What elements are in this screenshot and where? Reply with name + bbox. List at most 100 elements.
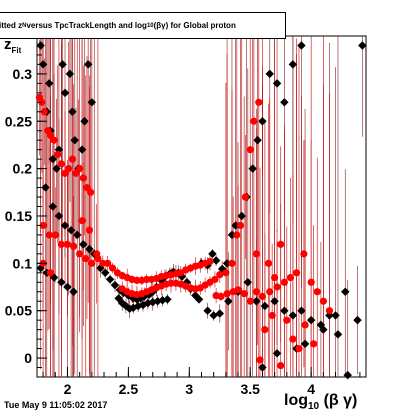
data-point-red xyxy=(79,174,87,182)
data-point-black xyxy=(341,287,350,296)
data-point-black xyxy=(280,306,289,315)
data-point-red xyxy=(57,240,65,248)
data-point-black xyxy=(54,211,64,221)
data-point-black xyxy=(65,69,75,79)
data-point-red xyxy=(236,221,245,230)
data-point-red xyxy=(264,259,273,267)
data-point-red xyxy=(87,188,95,196)
plot-frame xyxy=(36,35,367,378)
y-tick-label: 0.1 xyxy=(13,255,33,271)
data-point-black xyxy=(331,311,340,320)
data-point-red xyxy=(104,259,112,267)
data-point-red xyxy=(240,290,248,298)
data-point-red xyxy=(268,311,276,320)
title-prefix: itted z xyxy=(0,21,23,30)
data-point-black xyxy=(44,79,54,88)
data-point-red xyxy=(295,344,303,353)
data-point-black xyxy=(353,315,362,325)
data-point-red xyxy=(78,217,86,225)
title-mid: versus TpcTrackLength and log xyxy=(26,21,147,30)
timestamp: Tue May 9 11:05:02 2017 xyxy=(4,400,108,410)
data-point-black xyxy=(80,117,89,126)
data-point-red xyxy=(250,117,258,125)
data-point-black xyxy=(333,330,343,339)
data-point-red xyxy=(222,269,230,277)
data-point-red xyxy=(246,297,254,305)
data-point-red xyxy=(301,321,309,329)
title-sub: N xyxy=(22,22,27,29)
data-point-red xyxy=(266,288,274,296)
data-point-red xyxy=(216,271,224,279)
data-point-red xyxy=(319,297,327,305)
data-point-red xyxy=(277,362,285,370)
data-point-black xyxy=(272,79,282,88)
data-point-red xyxy=(280,278,288,286)
data-point-black xyxy=(243,278,253,287)
x-tick-label: 4 xyxy=(307,381,315,397)
data-point-black xyxy=(77,145,87,154)
data-point-red xyxy=(300,250,308,258)
data-point-black xyxy=(265,69,274,79)
data-point-black xyxy=(288,311,298,320)
data-point-red xyxy=(65,165,73,173)
data-point-red xyxy=(69,242,78,250)
data-point-black xyxy=(258,363,267,372)
x-tick-label: 3 xyxy=(185,381,193,397)
data-point-red xyxy=(88,259,96,267)
data-point-black xyxy=(253,135,262,145)
data-point-black xyxy=(66,225,76,235)
data-point-red xyxy=(313,288,321,296)
data-point-red xyxy=(45,231,53,239)
data-point-red xyxy=(289,335,297,343)
data-point-red xyxy=(228,259,236,267)
data-point-black xyxy=(358,41,367,50)
x-tick-label: 3.5 xyxy=(241,381,261,397)
data-point-red xyxy=(241,193,249,201)
data-point-red xyxy=(54,150,62,159)
data-point-black xyxy=(83,60,93,69)
data-point-black xyxy=(300,339,310,349)
data-point-black xyxy=(211,256,221,265)
data-point-red xyxy=(76,250,84,258)
data-point-black xyxy=(58,60,67,69)
data-point-black xyxy=(105,275,115,284)
data-point-black xyxy=(208,249,217,259)
data-point-red xyxy=(68,155,76,163)
data-point-red xyxy=(40,108,48,116)
data-point-black xyxy=(72,230,82,240)
x-tick-label: 2.5 xyxy=(119,381,139,397)
data-point-black xyxy=(110,280,120,290)
data-point-red xyxy=(217,292,225,301)
data-point-red xyxy=(39,221,47,230)
data-point-red xyxy=(292,269,301,277)
data-point-red xyxy=(57,160,65,168)
data-point-red xyxy=(273,283,281,291)
data-point-red xyxy=(277,240,285,248)
data-point-black xyxy=(270,296,279,306)
data-point-black xyxy=(272,349,282,358)
data-point-red xyxy=(256,356,264,364)
data-point-black xyxy=(48,154,58,164)
data-point-red xyxy=(85,226,93,234)
title-sub2: 10 xyxy=(146,22,154,29)
data-point-black xyxy=(319,325,328,334)
data-point-red xyxy=(223,290,231,298)
data-point-red xyxy=(51,231,59,239)
data-point-red xyxy=(283,316,291,324)
data-point-black xyxy=(87,98,97,107)
data-point-black xyxy=(48,202,58,211)
data-point-black xyxy=(260,301,270,311)
data-point-red xyxy=(307,278,315,286)
data-point-red xyxy=(255,98,263,106)
x-axis-label: log10 (β γ) xyxy=(284,392,358,413)
data-point-black xyxy=(57,278,66,287)
data-point-red xyxy=(252,288,260,296)
data-point-black xyxy=(248,164,257,173)
data-point-red xyxy=(82,254,90,263)
data-point-red xyxy=(211,275,219,284)
data-point-red xyxy=(63,240,72,248)
data-point-black xyxy=(100,268,110,278)
y-tick-label: 0.25 xyxy=(5,113,32,129)
data-point-black xyxy=(297,306,306,315)
